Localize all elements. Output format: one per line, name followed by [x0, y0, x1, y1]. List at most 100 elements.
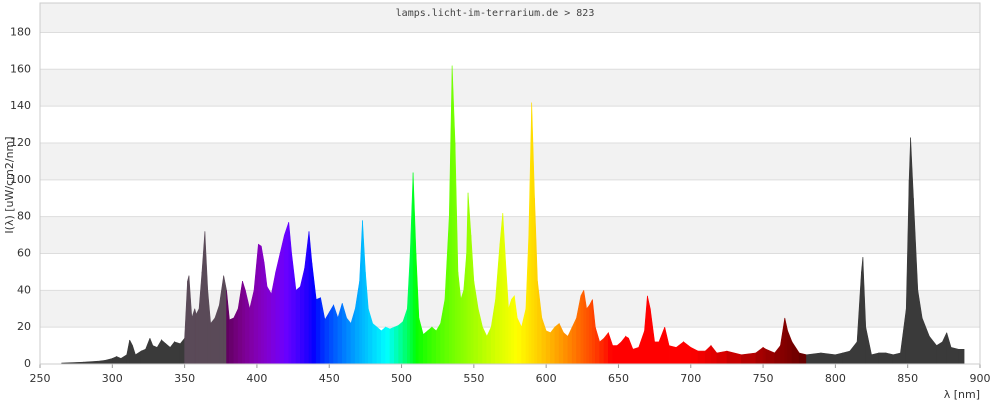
spectrum-segment	[174, 341, 181, 365]
spectrum-segment	[460, 290, 465, 365]
spectrum-segment	[595, 327, 600, 365]
spectrum-segment	[165, 343, 171, 365]
spectrum-segment	[774, 344, 781, 365]
spectrum-segment	[791, 340, 800, 365]
spectrum-segment	[457, 271, 462, 365]
spectrum-segment	[545, 330, 551, 365]
spectrum-segment	[608, 332, 613, 365]
x-tick-label: 800	[825, 372, 846, 385]
spectrum-segment	[346, 317, 352, 365]
spectrum-segment	[415, 253, 420, 365]
spectrum-segment	[676, 341, 684, 365]
x-axis-label: λ [nm]	[944, 388, 980, 400]
spectrum-segment	[726, 350, 742, 365]
spectrum-segment	[616, 341, 622, 365]
spectrum-segment	[448, 65, 453, 365]
spectrum-segment	[563, 332, 569, 365]
spectrum-segment	[279, 235, 285, 365]
y-tick-label: 180	[10, 25, 31, 38]
spectrum-segment	[558, 323, 564, 365]
spectrum-segment	[412, 172, 417, 365]
spectrum-segment	[950, 347, 959, 365]
y-tick-label: 80	[17, 210, 31, 223]
spectrum-segment	[929, 335, 937, 365]
spectrum-segment	[169, 341, 175, 365]
spectrum-segment	[260, 246, 265, 365]
spectrum-segment	[599, 337, 605, 365]
grid-band	[40, 3, 980, 33]
spectrum-segment	[409, 172, 414, 365]
x-tick-label: 900	[970, 372, 991, 385]
grid-band	[40, 69, 980, 107]
chart-title: lamps.licht-im-terrarium.de > 823	[396, 8, 595, 19]
spectrum-segment	[97, 359, 106, 365]
spectrum-segment	[376, 326, 382, 365]
spectrum-segment	[140, 348, 146, 365]
spectrum-segment	[394, 324, 399, 365]
spectrum-segment	[704, 344, 712, 365]
spectrum-segment	[505, 262, 509, 365]
spectrum-segment	[741, 352, 757, 365]
spectrum-segment	[486, 327, 492, 365]
spectrum-segment	[511, 294, 515, 365]
spectrum-segment	[300, 268, 305, 365]
spectrum-segment	[233, 308, 239, 365]
y-tick-label: 60	[17, 246, 31, 259]
y-tick-label: 40	[17, 283, 31, 296]
spectrum-segment	[958, 348, 965, 365]
spectrum-segment	[210, 317, 216, 365]
spectrum-segment	[550, 326, 556, 365]
spectrum-segment	[508, 299, 512, 365]
spectrum-segment	[621, 335, 626, 365]
spectrum-segment	[451, 65, 456, 365]
spectrum-segment	[195, 308, 200, 365]
spectrum-segment	[263, 262, 268, 365]
spectrum-segment	[528, 102, 532, 365]
spectrum-segment	[470, 235, 475, 365]
x-tick-label: 650	[608, 372, 629, 385]
spectrum-segment	[905, 179, 910, 365]
spectrum-segment	[132, 345, 136, 365]
spectrum-segment	[295, 285, 301, 365]
spectrum-segment	[258, 243, 262, 365]
spectrum-segment	[223, 275, 227, 365]
spectrum-segment	[135, 350, 142, 365]
spectrum-segment	[372, 322, 378, 365]
plot-frame	[39, 2, 981, 365]
spectrum-segment	[156, 338, 162, 365]
spectrum-segment	[647, 295, 651, 365]
spectrum-segment	[835, 352, 843, 365]
spectrum-segment	[145, 338, 151, 365]
y-tick-label: 160	[10, 62, 31, 75]
y-tick-label: 120	[10, 136, 31, 149]
y-tick-label: 0	[24, 357, 31, 370]
spectrum-segment	[427, 326, 433, 365]
spectrum-segment	[120, 354, 128, 365]
x-tick-label: 850	[897, 372, 918, 385]
y-tick-label: 20	[17, 320, 31, 333]
spectrum-segment	[495, 244, 501, 365]
x-tick-label: 550	[463, 372, 484, 385]
spectrum-segment	[654, 341, 660, 365]
spectrum-segment	[435, 322, 441, 365]
spectrum-segment	[116, 356, 122, 365]
spectrum-segment	[628, 338, 634, 365]
spectrum-segment	[690, 346, 699, 365]
spectrum-segment	[129, 339, 133, 365]
spectrum-segment	[806, 352, 822, 365]
spectrum-segment	[324, 311, 330, 365]
x-tick-label: 500	[391, 372, 412, 385]
spectrum-segment	[242, 281, 246, 365]
spectrum-segment	[936, 341, 943, 365]
spectrum-segment	[291, 253, 297, 365]
spectrum-segment	[365, 271, 369, 365]
spectrum-segment	[946, 332, 952, 365]
spectrum-segment	[266, 285, 272, 365]
spectrum-segment	[104, 358, 113, 365]
spectrum-segment	[798, 352, 807, 365]
spectrum-segment	[892, 352, 901, 365]
spectrum-segment	[664, 327, 670, 365]
spectrum-segment	[787, 330, 793, 365]
spectrum-segment	[842, 350, 851, 365]
spectrum-segment	[149, 338, 154, 365]
